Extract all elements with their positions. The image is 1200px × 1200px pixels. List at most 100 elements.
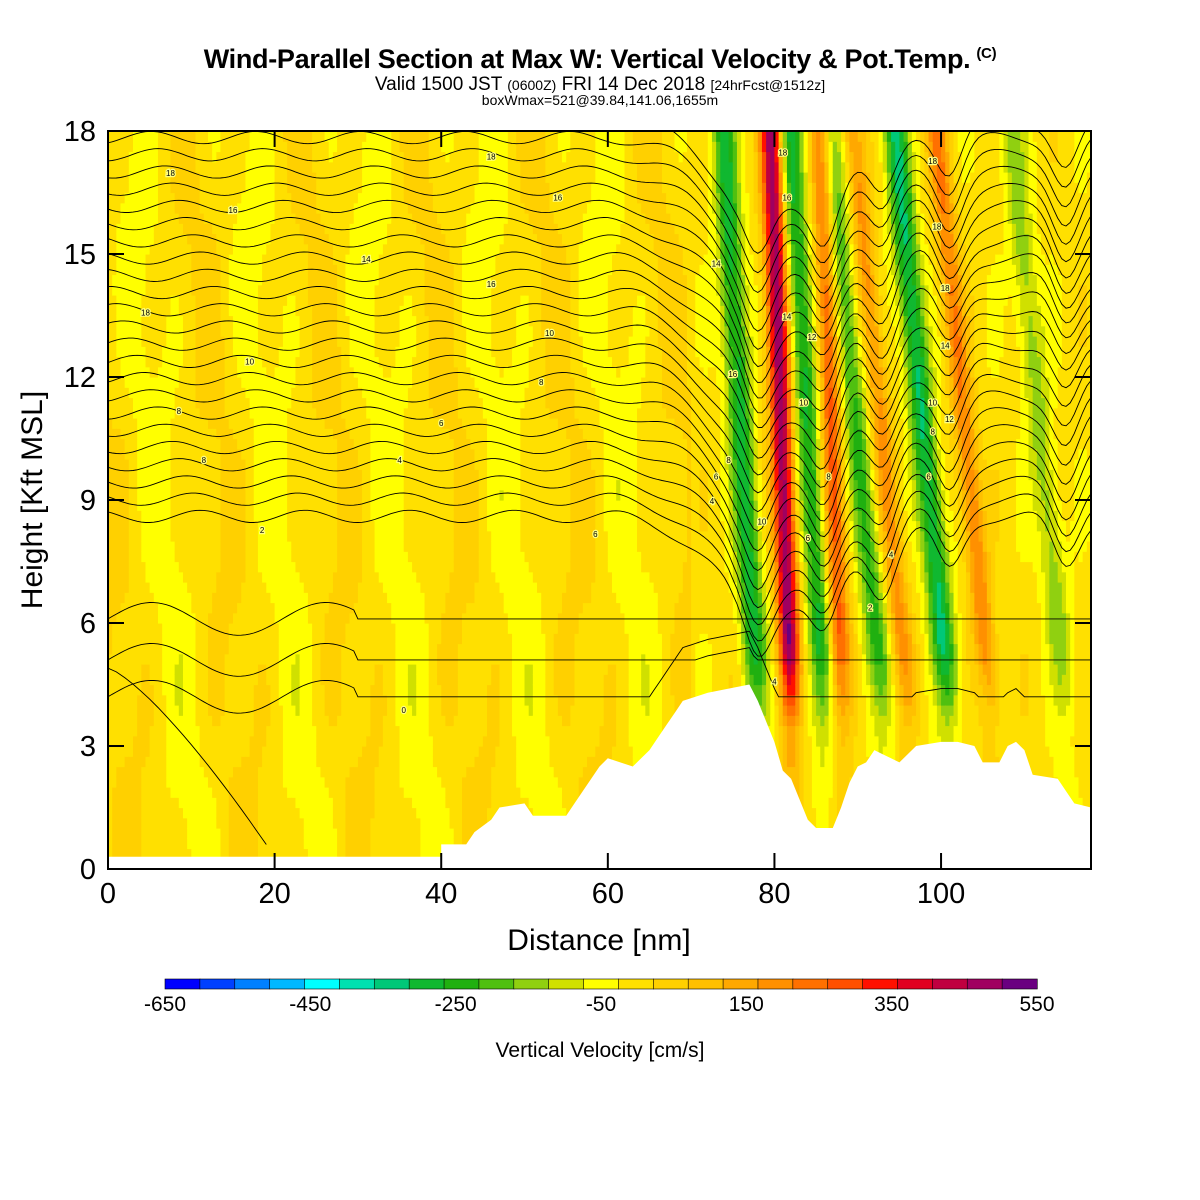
velocity-cell xyxy=(341,295,347,306)
velocity-cell xyxy=(253,715,259,727)
velocity-cell xyxy=(374,623,380,634)
velocity-cell xyxy=(391,807,397,819)
velocity-cell xyxy=(157,305,163,317)
velocity-cell xyxy=(362,233,367,245)
velocity-cell xyxy=(199,202,205,214)
velocity-cell xyxy=(324,797,330,809)
velocity-cell xyxy=(349,510,355,522)
velocity-cell xyxy=(332,551,338,563)
velocity-cell xyxy=(212,366,217,378)
velocity-cell xyxy=(174,633,180,645)
velocity-cell xyxy=(162,828,167,839)
velocity-cell xyxy=(141,202,147,214)
velocity-cell xyxy=(249,295,255,306)
velocity-cell xyxy=(212,848,217,860)
velocity-cell xyxy=(257,541,263,552)
velocity-cell xyxy=(362,510,367,522)
velocity-cell xyxy=(108,500,113,511)
velocity-cell xyxy=(137,838,142,850)
velocity-cell xyxy=(357,172,363,183)
velocity-cell xyxy=(199,561,205,573)
velocity-cell xyxy=(324,643,330,655)
velocity-cell xyxy=(191,510,197,522)
velocity-cell xyxy=(137,725,142,737)
velocity-cell xyxy=(257,633,263,645)
velocity-cell xyxy=(157,479,163,491)
velocity-cell xyxy=(145,407,151,419)
velocity-cell xyxy=(162,633,167,645)
velocity-cell xyxy=(345,776,351,788)
velocity-cell xyxy=(253,500,259,511)
velocity-cell xyxy=(199,592,205,604)
velocity-cell xyxy=(149,448,155,460)
velocity-cell xyxy=(341,592,347,604)
velocity-cell xyxy=(307,141,313,153)
velocity-cell xyxy=(395,817,401,829)
velocity-cell xyxy=(332,582,338,593)
velocity-cell xyxy=(241,469,247,481)
velocity-cell xyxy=(145,141,151,153)
velocity-cell xyxy=(120,305,126,317)
velocity-cell xyxy=(128,725,134,737)
velocity-cell xyxy=(145,387,151,399)
velocity-cell xyxy=(137,172,142,183)
velocity-cell xyxy=(262,725,267,737)
velocity-cell xyxy=(266,346,272,358)
velocity-cell xyxy=(382,489,388,501)
velocity-cell xyxy=(345,828,351,839)
velocity-cell xyxy=(262,828,267,839)
velocity-cell xyxy=(378,192,384,204)
velocity-cell xyxy=(366,141,372,153)
velocity-cell xyxy=(232,325,238,337)
velocity-cell xyxy=(266,735,272,747)
velocity-cell xyxy=(345,366,351,378)
velocity-cell xyxy=(166,459,172,470)
velocity-cell xyxy=(295,192,301,204)
velocity-cell xyxy=(145,674,151,686)
velocity-cell xyxy=(274,530,280,542)
velocity-cell xyxy=(132,848,138,860)
velocity-cell xyxy=(187,612,192,624)
velocity-cell xyxy=(145,561,151,573)
velocity-cell xyxy=(341,131,347,142)
velocity-cell xyxy=(112,182,117,194)
velocity-cell xyxy=(345,407,351,419)
velocity-cell xyxy=(178,817,184,829)
velocity-cell xyxy=(228,735,234,747)
velocity-cell xyxy=(382,356,388,368)
velocity-cell xyxy=(178,274,184,286)
velocity-cell xyxy=(195,735,201,747)
velocity-cell xyxy=(170,223,176,235)
velocity-cell xyxy=(303,233,309,245)
velocity-cell xyxy=(195,366,201,378)
velocity-cell xyxy=(349,284,355,296)
velocity-cell xyxy=(141,325,147,337)
velocity-cell xyxy=(303,202,309,214)
velocity-cell xyxy=(320,387,326,399)
velocity-cell xyxy=(216,684,222,696)
velocity-cell xyxy=(237,541,242,552)
velocity-cell xyxy=(282,428,288,440)
velocity-cell xyxy=(282,213,288,224)
velocity-cell xyxy=(295,684,301,696)
velocity-cell xyxy=(187,592,192,604)
velocity-cell xyxy=(132,469,138,481)
velocity-cell xyxy=(153,254,159,265)
velocity-cell xyxy=(174,407,180,419)
velocity-cell xyxy=(270,643,276,655)
velocity-cell xyxy=(203,336,209,347)
velocity-cell xyxy=(353,397,359,409)
velocity-cell xyxy=(228,530,234,542)
velocity-cell xyxy=(170,725,176,737)
velocity-cell xyxy=(362,705,367,716)
velocity-cell xyxy=(232,233,238,245)
velocity-cell xyxy=(187,459,192,470)
velocity-cell xyxy=(278,725,284,737)
velocity-cell xyxy=(341,325,347,337)
velocity-cell xyxy=(203,305,209,317)
velocity-cell xyxy=(137,776,142,788)
velocity-cell xyxy=(203,674,209,686)
velocity-cell xyxy=(124,643,130,655)
velocity-cell xyxy=(320,202,326,214)
velocity-cell xyxy=(253,397,259,409)
